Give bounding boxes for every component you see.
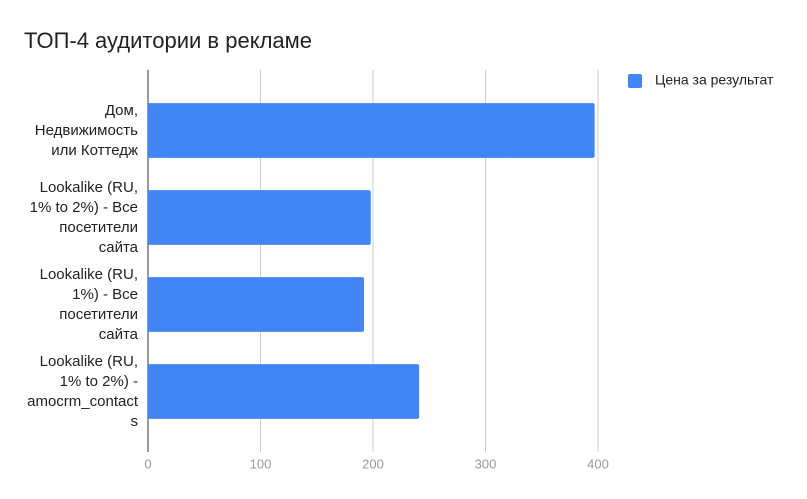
y-tick-label: Lookalike (RU, 1% to 2%) - Все посетител…: [29, 178, 138, 256]
chart-title: ТОП-4 аудитории в рекламе: [24, 28, 312, 53]
legend-swatch: [628, 74, 642, 88]
bar: [148, 277, 364, 332]
bar: [148, 364, 420, 419]
legend-label: Цена за результат: [655, 72, 774, 88]
x-tick-label: 200: [362, 456, 384, 471]
y-tick-label: Lookalike (RU, 1%) - Все посетители сайт…: [39, 265, 138, 343]
y-tick-label: Lookalike (RU, 1% to 2%) - amocrm_contac…: [27, 352, 138, 430]
bar: [148, 190, 371, 245]
x-tick-label: 0: [144, 456, 151, 471]
bar: [148, 103, 595, 158]
x-tick-label: 100: [250, 456, 272, 471]
x-tick-label: 300: [475, 456, 497, 471]
x-tick-label: 400: [587, 456, 609, 471]
y-tick-label: Дом, Недвижимость или Коттедж: [34, 101, 138, 159]
